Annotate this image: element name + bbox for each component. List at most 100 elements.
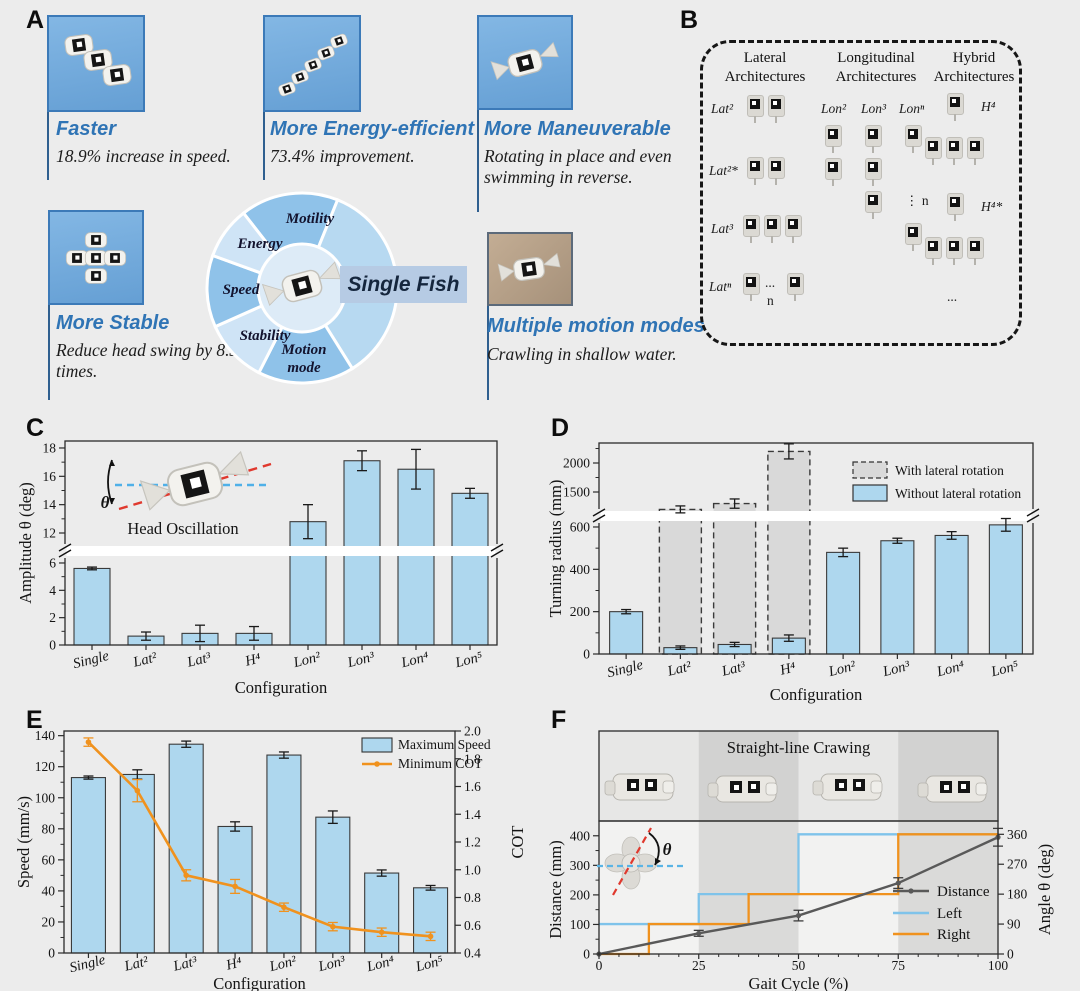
svg-text:θ: θ — [101, 493, 110, 512]
svg-text:Lon³: Lon³ — [316, 953, 348, 975]
svg-text:Stability: Stability — [240, 328, 291, 344]
module-row — [747, 95, 785, 123]
svg-text:θ: θ — [663, 840, 672, 859]
card-desc-maneuverable: Rotating in place and even swimming in r… — [484, 146, 672, 187]
wheel-segment — [241, 191, 340, 291]
distance-marker — [895, 880, 901, 886]
fish-module-icon — [947, 93, 964, 121]
architecture-label: Lonⁿ — [899, 101, 925, 116]
legend-label: With lateral rotation — [895, 463, 1004, 478]
cot-marker — [281, 904, 287, 911]
svg-text:100: 100 — [35, 790, 56, 805]
single-fish-band: Single Fish — [340, 266, 467, 303]
wheel-segment — [256, 284, 355, 385]
svg-text:Lat³: Lat³ — [185, 649, 213, 671]
module-column — [905, 125, 922, 153]
fish-module-icon — [865, 125, 882, 153]
fish-robot-icon — [84, 250, 108, 266]
legend-label: Maximum Speed — [398, 737, 491, 752]
architecture-label: H⁴* — [981, 199, 1003, 214]
architecture-label: Lon² — [821, 101, 847, 116]
fish-module-icon — [747, 157, 764, 185]
card-title-faster: Faster — [56, 118, 117, 140]
bar-Single — [73, 567, 111, 646]
svg-text:Single: Single — [68, 952, 108, 976]
svg-text:0.4: 0.4 — [464, 946, 481, 961]
svg-text:20: 20 — [42, 914, 56, 929]
module-row — [787, 273, 804, 301]
svg-text:Lat³: Lat³ — [171, 953, 199, 975]
bar-gray-Lat³ — [712, 502, 757, 655]
chart-speed-cot: 0 20 40 60 80 100 120 140 0.4 0.6 0.8 1.0 1.2 1.4 1.6 1… — [15, 724, 527, 991]
robot-snapshot — [812, 773, 883, 801]
svg-text:120: 120 — [35, 759, 56, 774]
svg-text:Lon³: Lon³ — [880, 658, 912, 680]
fish-robot-icon — [84, 232, 108, 248]
module-row — [925, 237, 984, 265]
fish-module-icon — [785, 215, 802, 243]
svg-text:360: 360 — [1007, 827, 1028, 842]
svg-text:Lon⁵: Lon⁵ — [413, 953, 445, 975]
svg-text:0.6: 0.6 — [464, 918, 481, 933]
svg-text:Lon⁴: Lon⁴ — [399, 649, 431, 671]
architecture-label: Lat²* — [709, 163, 738, 178]
photo-faster — [47, 15, 145, 112]
distance-marker — [795, 912, 802, 919]
photo-stable — [48, 210, 144, 305]
svg-text:600: 600 — [570, 519, 591, 534]
svg-text:40: 40 — [42, 883, 56, 898]
module-row — [743, 273, 760, 301]
robot-cross-image — [65, 232, 127, 284]
svg-text:mode: mode — [287, 360, 321, 376]
bar-Lon⁴ — [364, 872, 400, 954]
svg-text:1.6: 1.6 — [464, 779, 481, 794]
svg-text:0: 0 — [48, 946, 55, 961]
card-title-energy: More Energy-efficient — [270, 118, 475, 140]
bar-Lon⁵ — [451, 492, 489, 646]
svg-text:Lon⁵: Lon⁵ — [453, 649, 485, 671]
single-fish-label: Single Fish — [347, 272, 460, 296]
svg-text:80: 80 — [42, 821, 56, 836]
fish-robot-icon — [317, 45, 335, 61]
fish-robot-icon — [64, 34, 94, 56]
bar-blue-Lon³ — [880, 540, 915, 655]
bar-Lon⁵ — [413, 887, 449, 954]
photo-energy-efficient — [263, 15, 361, 112]
legend: Distance Left Right — [893, 884, 990, 943]
fish-robot-icon — [139, 450, 250, 511]
svg-text:400: 400 — [570, 828, 591, 843]
fish-robot-icon — [304, 57, 322, 73]
svg-text:Lon⁴: Lon⁴ — [934, 658, 966, 680]
card-title-stable: More Stable — [56, 312, 170, 334]
svg-text:75: 75 — [892, 958, 906, 973]
legend-label: Without lateral rotation — [895, 486, 1021, 501]
bar-Lon⁴ — [397, 468, 435, 646]
card-title-maneuverable: More Maneuverable — [484, 118, 671, 140]
svg-text:14: 14 — [43, 497, 57, 512]
panel-label-f: F — [551, 706, 567, 734]
card-desc-motion-modes: Crawling in shallow water. — [487, 344, 677, 364]
architecture-label: Longitudinal Architectures — [835, 50, 917, 85]
svg-text:Lat²: Lat² — [665, 658, 693, 680]
svg-text:0: 0 — [583, 947, 590, 962]
card-desc-energy: 73.4% improvement. — [270, 146, 415, 166]
svg-text:200: 200 — [570, 604, 591, 619]
x-axis-label: Configuration — [235, 678, 328, 697]
bar-gray-H⁴ — [767, 450, 811, 655]
y-axis-right-label: COT — [508, 826, 527, 859]
cot-marker — [427, 933, 434, 940]
svg-text:Single: Single — [606, 657, 646, 681]
fish-module-icon — [747, 95, 764, 123]
fish-robot-icon — [83, 49, 113, 71]
panel-label-b: B — [680, 6, 699, 34]
svg-text:Motion: Motion — [280, 342, 326, 358]
fish-robot-icon — [330, 33, 348, 49]
chart-amplitude: 0 2 4 6 12 14 16 18 Single Lat² Lat³ H⁴ Lon² Lon³ Lon⁴… — [16, 440, 504, 697]
robot-trio-image — [64, 34, 132, 86]
robot-chain-image — [278, 33, 348, 97]
y-axis-label: Amplitude θ (deg) — [16, 482, 35, 604]
bars-max-speed — [70, 743, 449, 954]
cot-marker — [378, 929, 385, 935]
bar-blue-Lon² — [826, 551, 861, 655]
